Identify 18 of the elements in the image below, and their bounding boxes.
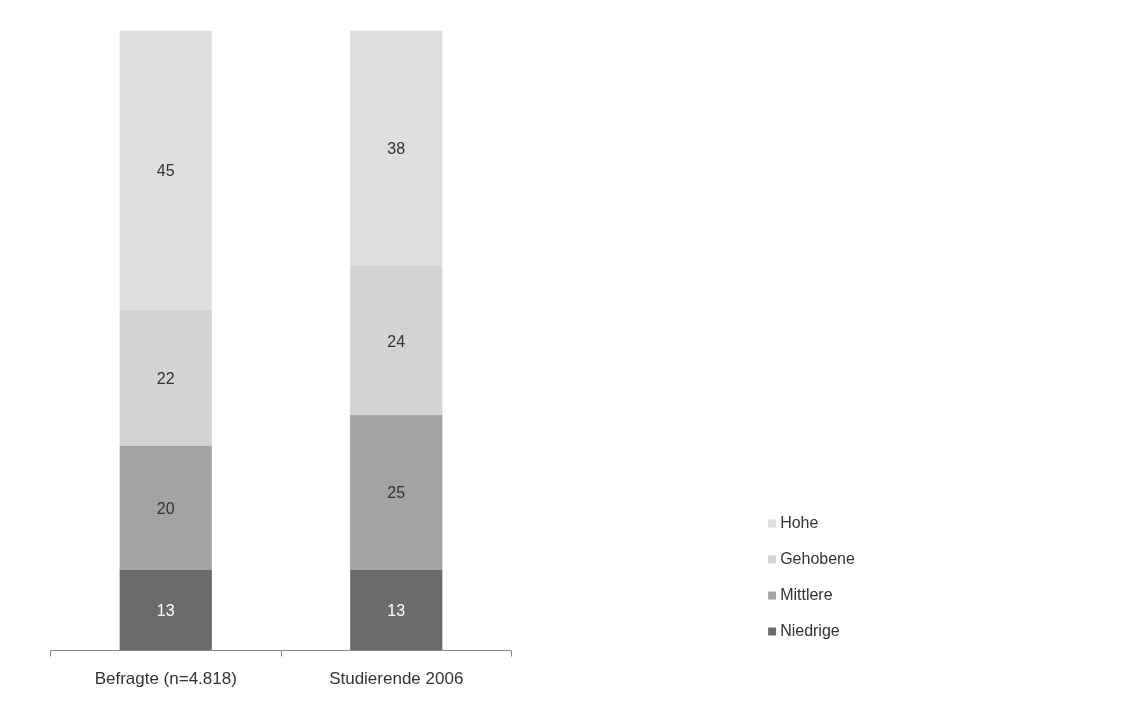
- legend-label: Gehobene: [780, 550, 855, 568]
- data-label: 25: [387, 484, 406, 502]
- legend-label: Niedrige: [780, 622, 840, 640]
- data-label: 13: [387, 602, 406, 620]
- x-tick-label: Befragte (n=4.818): [94, 668, 237, 688]
- data-label: 22: [156, 369, 175, 387]
- data-label: 38: [387, 140, 406, 158]
- x-tick-label: Studierende 2006: [329, 668, 464, 688]
- legend-label: Hohe: [780, 514, 819, 532]
- bar: [119, 445, 212, 570]
- data-label: 24: [387, 332, 406, 350]
- legend-label: Mittlere: [780, 586, 833, 604]
- data-label: 13: [156, 602, 175, 620]
- bar: [119, 569, 212, 651]
- bar: [350, 414, 443, 570]
- data-label: 20: [156, 499, 175, 517]
- bar: [350, 569, 443, 651]
- data-label: 45: [156, 162, 175, 179]
